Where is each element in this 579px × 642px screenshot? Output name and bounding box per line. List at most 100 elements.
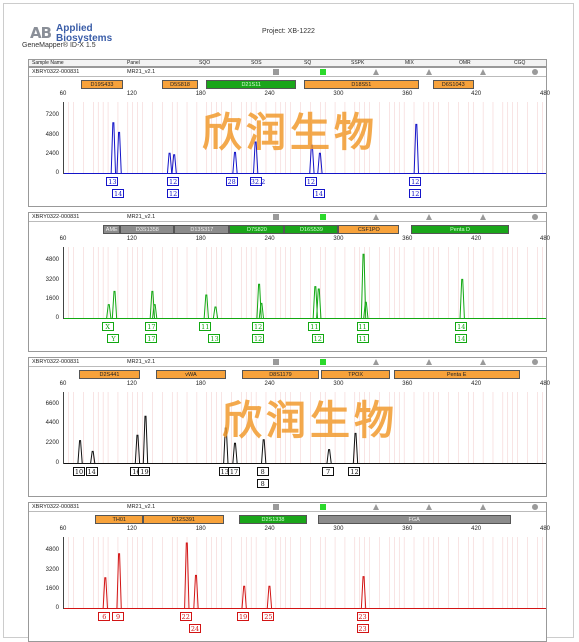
allele-call-label[interactable]: 14 [455,322,468,331]
sample-row[interactable]: XBRY0322-000831 MR21_v2.1 [29,358,546,367]
peak[interactable] [232,442,238,465]
allele-call-label[interactable]: 23 [356,624,369,633]
allele-call-label[interactable]: 13 [208,334,221,343]
locus-d6s1043[interactable]: D6S1043 [432,80,474,89]
peak[interactable] [413,123,420,175]
locus-d2s1338[interactable]: D2S1338 [238,515,308,524]
peak[interactable] [312,286,319,320]
locus-d16s539[interactable]: D16S539 [284,225,339,234]
trace-plot[interactable] [63,392,546,465]
allele-call-label[interactable]: 14 [455,334,468,343]
allele-call-label[interactable]: 11 [356,334,369,343]
col-sqo[interactable]: SQO [199,60,211,66]
locus-fga[interactable]: FGA [317,515,511,524]
trace-plot[interactable] [63,537,546,610]
trace-plot[interactable] [63,102,546,175]
locus-d13s317[interactable]: D13S317 [174,225,230,234]
col-panel[interactable]: Panel [127,60,140,66]
peak[interactable] [89,450,96,465]
allele-call-label[interactable]: 11 [356,322,369,331]
locus-d18s51[interactable]: D18S51 [304,80,419,89]
locus-penta-d[interactable]: Penta D [410,225,510,234]
peak[interactable] [116,553,122,610]
peak[interactable] [134,434,141,465]
allele-call-label[interactable]: 9 [112,612,125,621]
allele-call-label[interactable]: Y [107,334,120,343]
allele-call-label[interactable]: 10 [73,467,86,476]
allele-call-label[interactable]: 11 [308,322,321,331]
col-sq[interactable]: SQ [304,60,312,66]
peak[interactable] [352,432,359,465]
locus-d8s1179[interactable]: D8S1179 [242,370,319,379]
trace-plot[interactable] [63,247,546,320]
allele-call-label[interactable]: 17 [145,334,158,343]
peak[interactable] [184,542,190,610]
allele-call-label[interactable]: 12 [167,177,180,186]
peak[interactable] [106,304,112,320]
allele-call-label[interactable]: 14 [312,189,325,198]
allele-call-label[interactable]: 28 [225,177,238,186]
allele-call-label[interactable]: 17 [145,322,158,331]
allele-call-label[interactable]: 11 [199,322,212,331]
allele-call-label[interactable]: 8 [256,467,269,476]
peak[interactable] [166,152,173,175]
locus-vwa[interactable]: vWA [155,370,226,379]
allele-call-label[interactable]: 24 [188,624,201,633]
locus-d21s11[interactable]: D21S11 [206,80,296,89]
locus-d19s433[interactable]: D19S433 [81,80,123,89]
peak[interactable] [459,278,465,320]
peak[interactable] [102,577,109,610]
allele-call-label[interactable]: 14 [85,467,98,476]
allele-call-label[interactable]: 19 [237,612,250,621]
locus-tpox[interactable]: TPOX [321,370,391,379]
allele-call-label[interactable]: 23 [356,612,369,621]
allele-call-label[interactable]: 8 [256,479,269,488]
locus-d12s391[interactable]: D12S391 [143,515,224,524]
peak[interactable] [316,288,322,320]
allele-call-label[interactable]: 12 [348,467,361,476]
allele-call-label[interactable]: 13 [106,177,119,186]
peak[interactable] [151,304,158,320]
col-mix[interactable]: MIX [405,60,414,66]
col-sspk[interactable]: SSPK [351,60,365,66]
peak[interactable] [116,131,122,175]
allele-call-label[interactable]: 32.2 [249,177,266,186]
peak[interactable] [193,574,199,610]
col-sos[interactable]: SOS [251,60,262,66]
peak[interactable] [360,576,367,610]
col-cgq[interactable]: CGQ [514,60,526,66]
peak[interactable] [317,152,323,175]
peak[interactable] [111,290,118,320]
peak[interactable] [77,440,83,465]
peak[interactable] [326,449,332,465]
allele-call-label[interactable]: 12 [304,177,317,186]
allele-call-label[interactable]: 25 [262,612,275,621]
peak[interactable] [260,439,267,465]
allele-call-label[interactable]: 17 [227,467,240,476]
allele-call-label[interactable]: 12 [311,334,324,343]
peak[interactable] [363,301,369,320]
locus-d2s441[interactable]: D2S441 [79,370,140,379]
peak[interactable] [171,154,177,175]
peak[interactable] [223,427,229,465]
sample-row[interactable]: XBRY0322-000831 MR21_v2.1 [29,213,546,222]
peak[interactable] [212,306,219,320]
allele-call-label[interactable]: 19 [138,467,151,476]
allele-call-label[interactable]: 6 [98,612,111,621]
peak[interactable] [256,283,262,320]
locus-penta-e[interactable]: Penta E [393,370,520,379]
locus-th01[interactable]: TH01 [95,515,144,524]
peak[interactable] [360,253,367,320]
peak[interactable] [232,151,238,175]
allele-call-label[interactable]: 12 [252,322,265,331]
locus-ame[interactable]: AME [103,225,121,234]
allele-call-label[interactable]: 22 [179,612,192,621]
locus-csf1po[interactable]: CSF1PO [338,225,400,234]
sample-row[interactable]: XBRY0322-000831 MR21_v2.1 [29,503,546,512]
locus-d7s820[interactable]: D7S820 [229,225,285,234]
peak[interactable] [266,585,273,610]
allele-call-label[interactable]: X [101,322,114,331]
allele-call-label[interactable]: 12 [252,334,265,343]
allele-call-label[interactable]: 12 [409,189,422,198]
allele-call-label[interactable]: 12 [409,177,422,186]
